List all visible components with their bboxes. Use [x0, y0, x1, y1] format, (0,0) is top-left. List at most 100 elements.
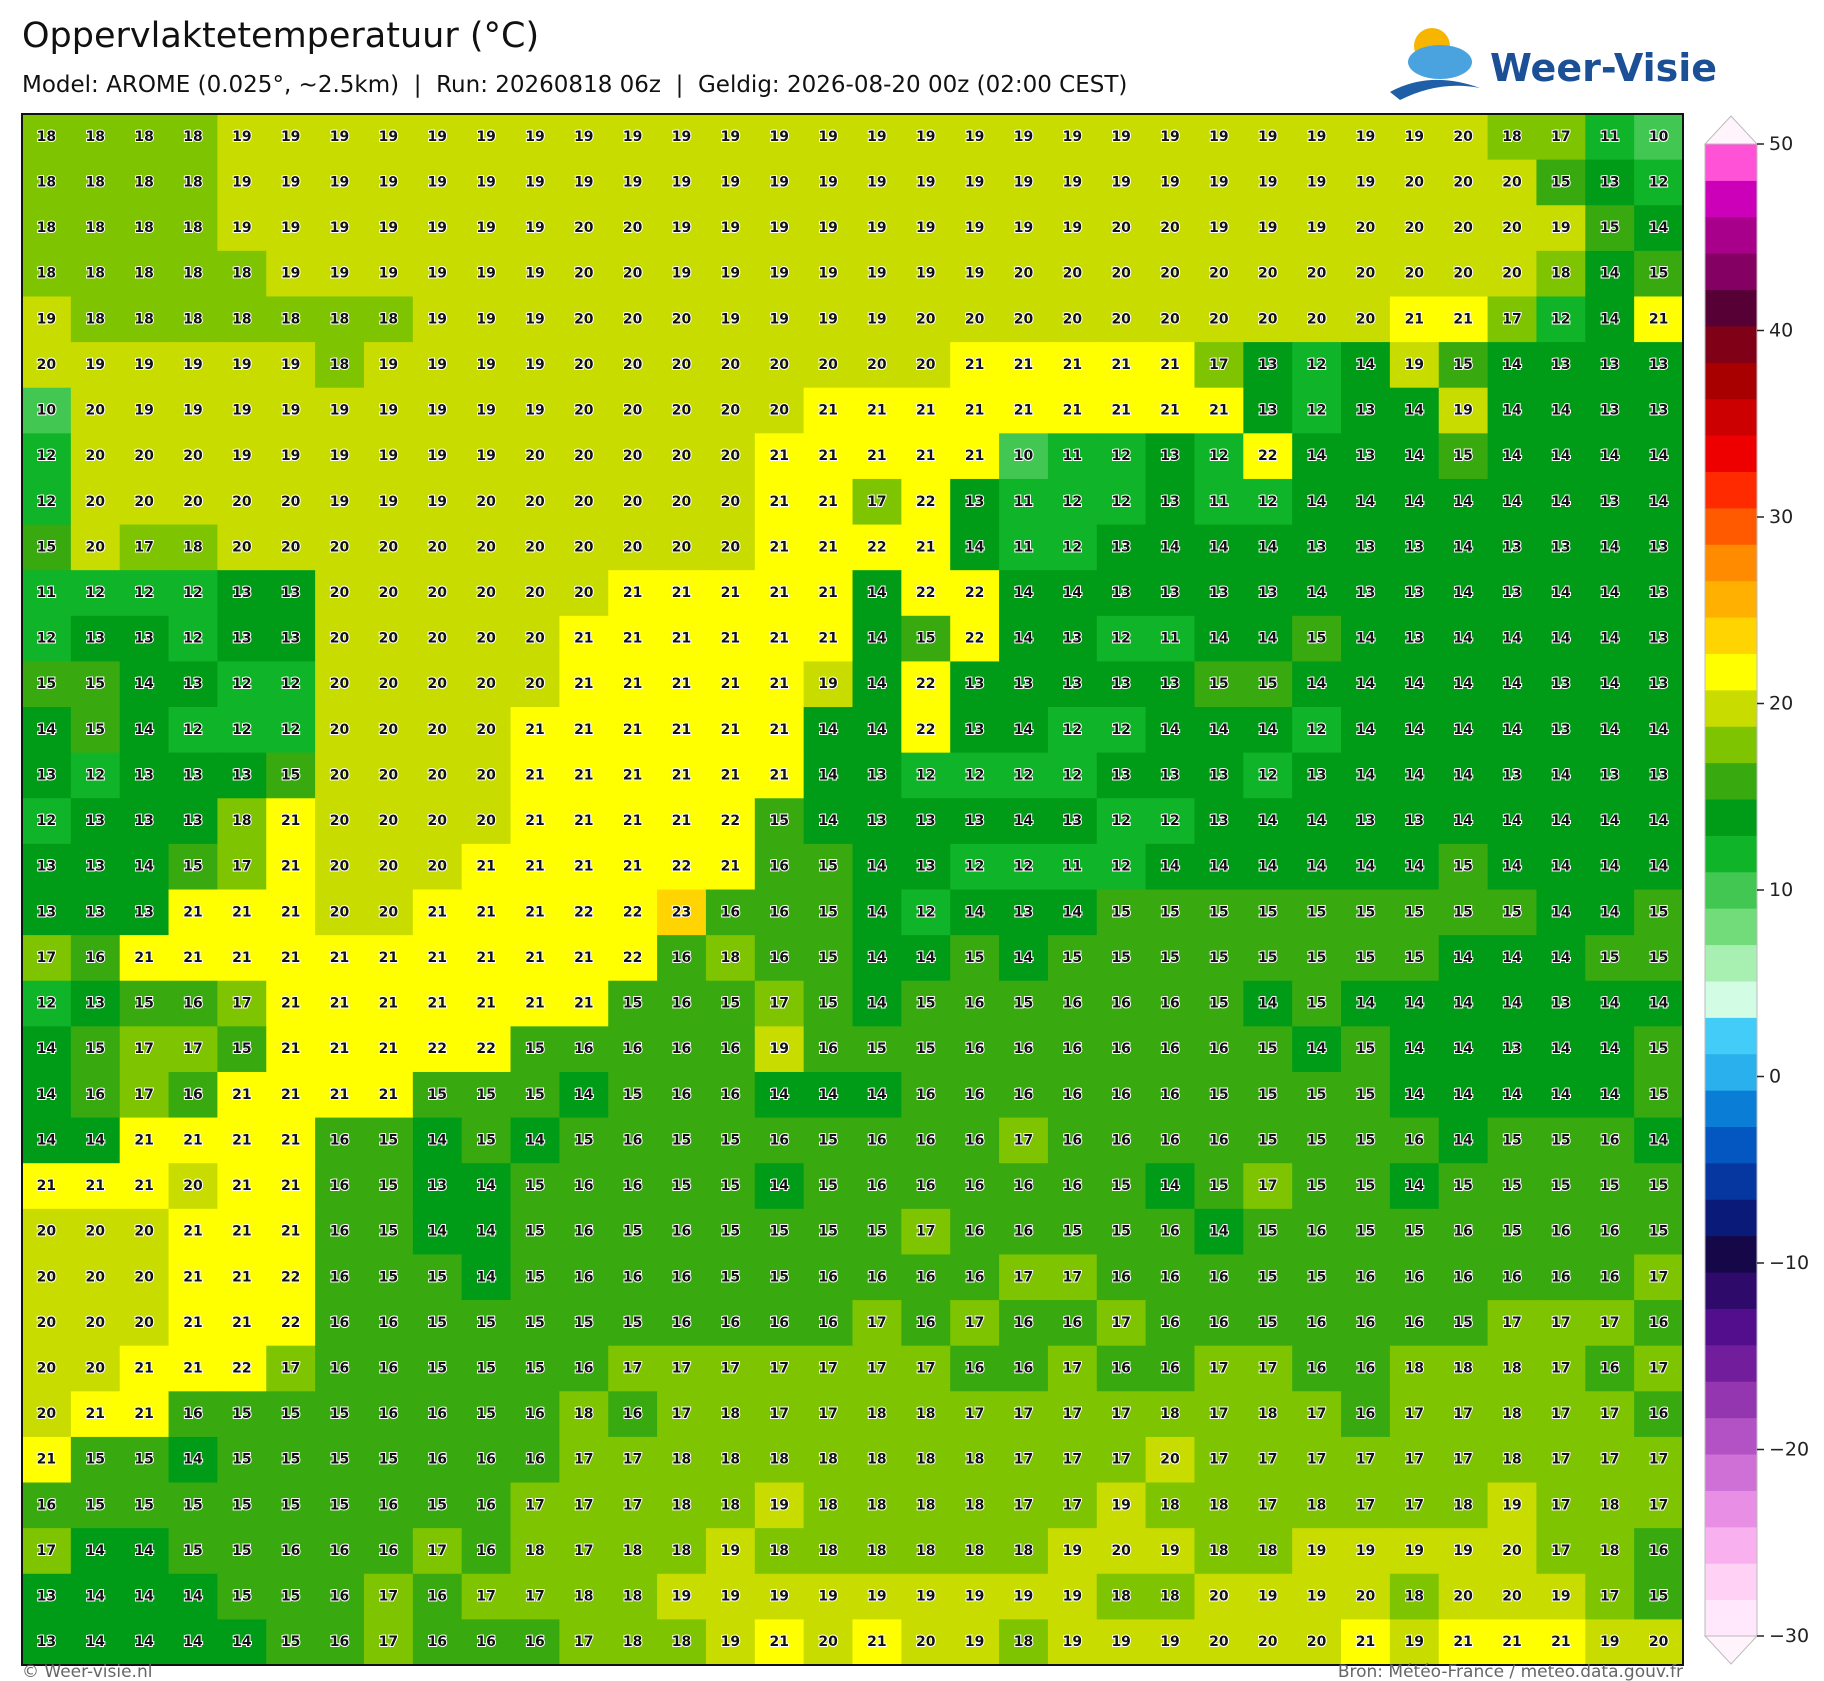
cell [901, 387, 951, 434]
cell-value: 20 [1356, 266, 1376, 282]
cell-value: 16 [428, 1589, 447, 1605]
cell-value: 14 [1551, 950, 1571, 966]
cell [559, 205, 609, 252]
cell [363, 798, 414, 845]
cell-value: 15 [818, 996, 837, 1012]
cell-value: 18 [1502, 1452, 1521, 1468]
cell [657, 1345, 707, 1392]
cell-value: 17 [1063, 1497, 1082, 1513]
cell-value: 16 [1356, 1360, 1375, 1376]
cell-value: 13 [1307, 767, 1326, 783]
cell-value: 19 [232, 220, 251, 236]
cell [1438, 478, 1489, 526]
cell [22, 1163, 72, 1210]
cell [1389, 1071, 1440, 1119]
cell [1292, 205, 1342, 252]
cell-value: 19 [1111, 1497, 1130, 1513]
cell-value: 19 [1111, 174, 1130, 190]
cell [412, 342, 463, 389]
cell-value: 14 [916, 950, 936, 966]
cell-value: 15 [428, 1315, 447, 1331]
cell [754, 935, 805, 982]
cell-value: 20 [1014, 311, 1034, 327]
cell-value: 15 [37, 676, 56, 692]
cell [315, 570, 365, 617]
cell [1487, 433, 1537, 480]
cell [1194, 114, 1244, 161]
colorbar-band [1705, 1126, 1757, 1164]
cell-value: 19 [1063, 129, 1082, 145]
cell [168, 1254, 218, 1301]
cell [559, 433, 609, 480]
cell [1438, 159, 1489, 206]
cell [1194, 524, 1244, 571]
cell-value: 14 [1649, 220, 1669, 236]
cell [1292, 1163, 1342, 1210]
cell [1243, 1071, 1293, 1119]
cell-value: 21 [1111, 403, 1130, 419]
cell [950, 250, 1000, 297]
cell-value: 19 [916, 266, 935, 282]
cell [315, 707, 365, 754]
cell-value: 18 [1600, 1543, 1619, 1559]
cell [852, 707, 902, 754]
cell [754, 1208, 805, 1255]
cell-value: 21 [623, 813, 642, 829]
cell-value: 19 [330, 403, 349, 419]
cell-value: 18 [672, 1634, 691, 1650]
cell [119, 1163, 170, 1210]
cell-value: 20 [1307, 311, 1327, 327]
cell [1341, 433, 1391, 480]
cell-value: 15 [379, 1269, 398, 1285]
cell-value: 14 [1405, 722, 1425, 738]
cell [1438, 433, 1489, 480]
cell [461, 1026, 512, 1073]
cell-value: 15 [379, 1452, 398, 1468]
cell-value: 18 [1502, 1406, 1521, 1422]
cell [754, 798, 805, 845]
cell-value: 14 [134, 1634, 154, 1650]
cell-value: 21 [281, 1041, 300, 1057]
colorbar-band [1705, 871, 1757, 909]
cell [1438, 1300, 1489, 1347]
cell [754, 1071, 805, 1119]
cell [803, 1482, 853, 1529]
colorbar-band [1705, 507, 1757, 545]
cell [705, 296, 756, 343]
cell-value: 21 [330, 1087, 349, 1103]
cell [168, 478, 218, 526]
cell-value: 14 [1307, 676, 1327, 692]
cell-value: 14 [1453, 676, 1473, 692]
cell [803, 1071, 853, 1119]
cell [1341, 1391, 1391, 1438]
cell-value: 12 [37, 813, 56, 829]
cell [168, 1345, 218, 1392]
cell [1389, 889, 1440, 936]
cell [1096, 1071, 1147, 1119]
cell [412, 1391, 463, 1438]
cell-value: 13 [1014, 904, 1033, 920]
cell [217, 159, 267, 206]
cell [1634, 615, 1684, 662]
cell-value: 19 [867, 1589, 886, 1605]
cell [608, 615, 658, 662]
cell [70, 752, 121, 799]
cell [1243, 798, 1293, 845]
cell [1634, 478, 1684, 526]
cell [1292, 615, 1342, 662]
cell-value: 13 [1111, 767, 1130, 783]
cell [657, 1117, 707, 1164]
cell-value: 14 [1453, 996, 1473, 1012]
cell-value: 15 [1160, 904, 1179, 920]
cell [461, 1208, 512, 1255]
cell [1292, 296, 1342, 343]
cell-value: 22 [623, 950, 642, 966]
cell-value: 19 [574, 129, 593, 145]
cell [1292, 114, 1342, 161]
cell [315, 1163, 365, 1210]
cell [412, 387, 463, 434]
cell-value: 20 [525, 631, 545, 647]
cell [70, 843, 121, 890]
cell-value: 16 [1014, 1087, 1033, 1103]
cell [608, 889, 658, 936]
